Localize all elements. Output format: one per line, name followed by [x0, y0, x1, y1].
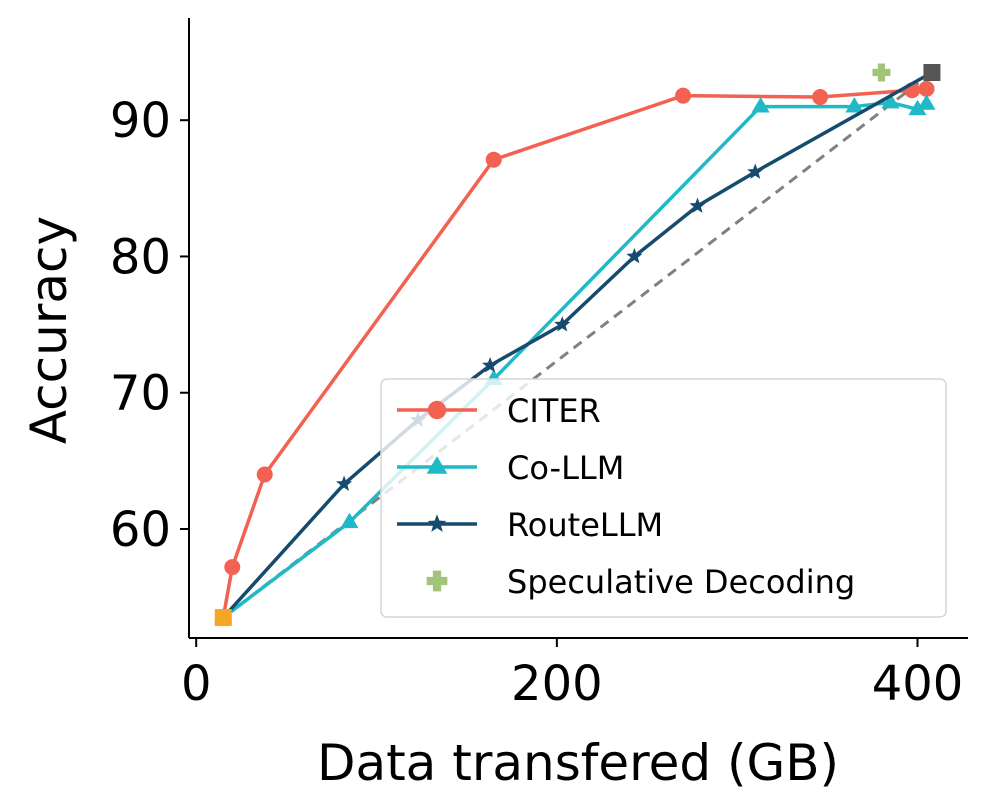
- plot-area: [214, 63, 941, 627]
- citer-point: [918, 80, 935, 97]
- legend-speculative-decoding-marker: [426, 570, 448, 592]
- x-tick-label: 0: [181, 656, 212, 712]
- x-tick-label: 200: [511, 656, 603, 712]
- citer-point: [675, 87, 692, 104]
- speculative-decoding-point: [872, 63, 891, 82]
- citer-point: [224, 559, 241, 576]
- citer-point: [256, 466, 273, 483]
- citer-point: [485, 151, 502, 168]
- y-axis-title: Accuracy: [20, 216, 78, 444]
- citer-point: [812, 89, 829, 106]
- y-ticks: 60 70 80 90: [110, 93, 189, 558]
- routellm-point: [482, 356, 499, 373]
- large-model-marker: [923, 64, 941, 82]
- x-tick-label: 400: [872, 656, 964, 712]
- routellm-point: [626, 247, 643, 264]
- legend-citer-label: CITER: [507, 392, 601, 430]
- co-llm-point: [917, 94, 936, 110]
- co-llm-point: [845, 97, 864, 113]
- legend-routellm-marker: [427, 514, 447, 532]
- routellm-point: [554, 316, 571, 332]
- routellm-point: [335, 475, 353, 491]
- legend-co-llm-marker: [426, 456, 448, 474]
- legend-citer-marker: [427, 400, 447, 420]
- co-llm-point: [751, 97, 770, 113]
- y-tick-label: 70: [110, 366, 171, 422]
- routellm-point: [747, 163, 764, 179]
- legend: CITER Co-LLM RouteLLM Speculative Decoding: [380, 378, 947, 618]
- co-llm-point: [908, 99, 927, 116]
- y-tick-label: 60: [110, 502, 171, 558]
- x-ticks: 0 200 400: [181, 638, 963, 712]
- co-llm-point: [340, 512, 359, 529]
- co-llm-point: [881, 92, 900, 109]
- reference-line: [222, 71, 933, 619]
- legend-speculative-decoding-label: Speculative Decoding: [507, 563, 855, 601]
- y-tick-label: 90: [110, 93, 171, 149]
- small-model-marker: [214, 609, 232, 627]
- legend-box: [380, 378, 947, 618]
- x-axis-title: Data transfered (GB): [317, 734, 839, 792]
- y-tick-label: 80: [110, 229, 171, 285]
- legend-routellm-label: RouteLLM: [507, 506, 663, 544]
- legend-co-llm-label: Co-LLM: [507, 449, 624, 487]
- routellm-point: [689, 197, 706, 213]
